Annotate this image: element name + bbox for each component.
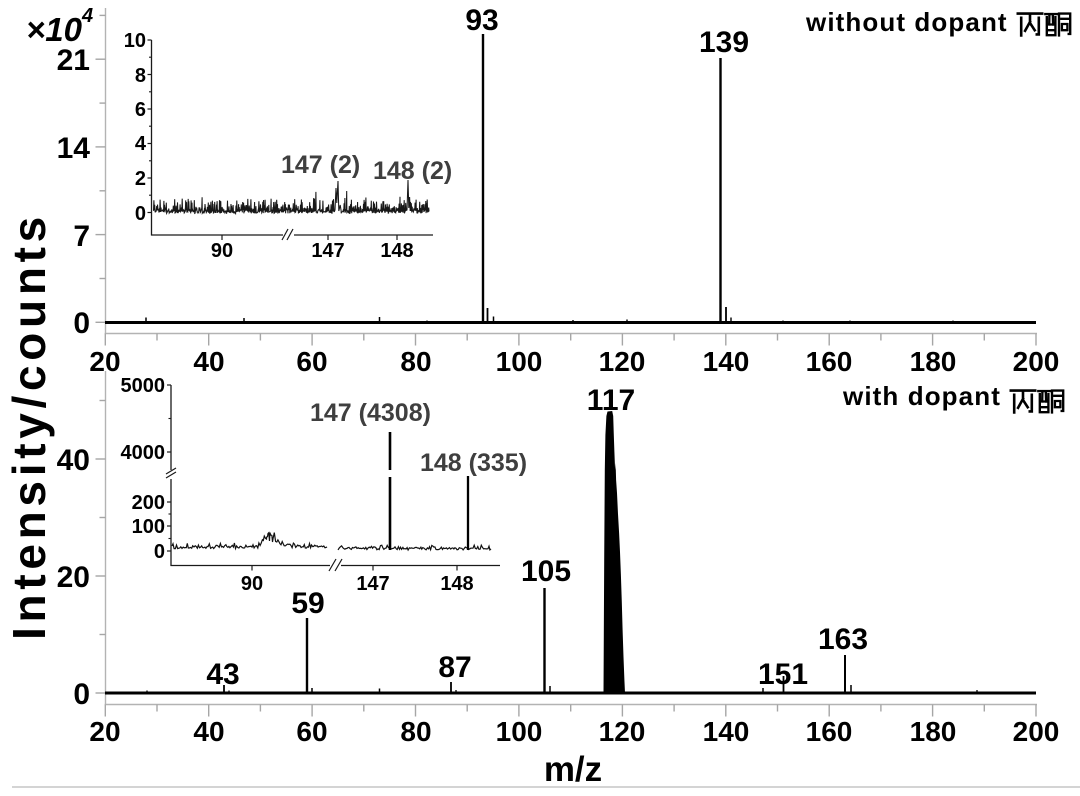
svg-text:147 (2): 147 (2) [281, 151, 360, 179]
svg-text:140: 140 [703, 716, 750, 747]
svg-text:40: 40 [57, 444, 90, 477]
svg-text:21: 21 [57, 44, 90, 77]
svg-text:8: 8 [135, 65, 146, 87]
svg-text:100: 100 [132, 516, 165, 538]
svg-text:0: 0 [154, 541, 165, 563]
svg-text:148 (335): 148 (335) [420, 449, 527, 477]
svg-text:6: 6 [135, 99, 146, 121]
svg-text:151: 151 [758, 658, 808, 691]
svg-text:4000: 4000 [121, 442, 166, 464]
svg-text:90: 90 [241, 573, 263, 595]
svg-text:200: 200 [1013, 716, 1060, 747]
svg-text:14: 14 [57, 132, 91, 165]
svg-text:160: 160 [806, 346, 853, 377]
svg-text:100: 100 [496, 346, 543, 377]
svg-text:59: 59 [291, 587, 324, 620]
svg-text:5000: 5000 [121, 375, 166, 397]
svg-text:0: 0 [73, 307, 90, 340]
svg-text:80: 80 [400, 716, 431, 747]
svg-text:2: 2 [135, 168, 146, 190]
svg-text:148: 148 [380, 240, 413, 262]
svg-text:Intensity/counts: Intensity/counts [3, 212, 55, 640]
svg-text:×104: ×104 [26, 5, 93, 48]
svg-text:80: 80 [400, 346, 431, 377]
svg-text:0: 0 [73, 678, 90, 711]
svg-text:160: 160 [806, 716, 853, 747]
svg-text:200: 200 [132, 492, 165, 514]
svg-text:without dopant: without dopant [805, 7, 1008, 37]
svg-text:100: 100 [496, 716, 543, 747]
svg-text:60: 60 [296, 346, 327, 377]
svg-text:180: 180 [910, 346, 957, 377]
svg-text:60: 60 [296, 716, 327, 747]
svg-text:43: 43 [206, 658, 239, 691]
svg-text:7: 7 [73, 220, 90, 253]
svg-text:148 (2): 148 (2) [373, 157, 452, 185]
svg-text:0: 0 [135, 203, 146, 225]
svg-text:180: 180 [910, 716, 957, 747]
svg-text:20: 20 [57, 561, 90, 594]
svg-text:163: 163 [818, 623, 868, 656]
svg-text:20: 20 [89, 716, 120, 747]
svg-text:140: 140 [703, 346, 750, 377]
svg-text:m/z: m/z [544, 750, 602, 789]
svg-text:10: 10 [124, 30, 146, 52]
svg-text:87: 87 [438, 651, 471, 684]
svg-text:93: 93 [465, 4, 498, 37]
svg-text:117: 117 [587, 384, 635, 417]
svg-text:139: 139 [699, 26, 749, 59]
svg-text:148: 148 [440, 573, 473, 595]
svg-text:147 (4308): 147 (4308) [310, 399, 431, 427]
svg-text:200: 200 [1013, 346, 1060, 377]
svg-text:120: 120 [599, 716, 646, 747]
svg-text:with dopant: with dopant [842, 381, 1001, 411]
svg-text:90: 90 [211, 240, 233, 262]
svg-text:40: 40 [193, 346, 224, 377]
svg-text:4: 4 [135, 133, 147, 155]
svg-text:120: 120 [599, 346, 646, 377]
svg-text:147: 147 [356, 573, 389, 595]
svg-text:40: 40 [193, 716, 224, 747]
svg-text:105: 105 [521, 555, 571, 588]
svg-text:147: 147 [311, 240, 344, 262]
